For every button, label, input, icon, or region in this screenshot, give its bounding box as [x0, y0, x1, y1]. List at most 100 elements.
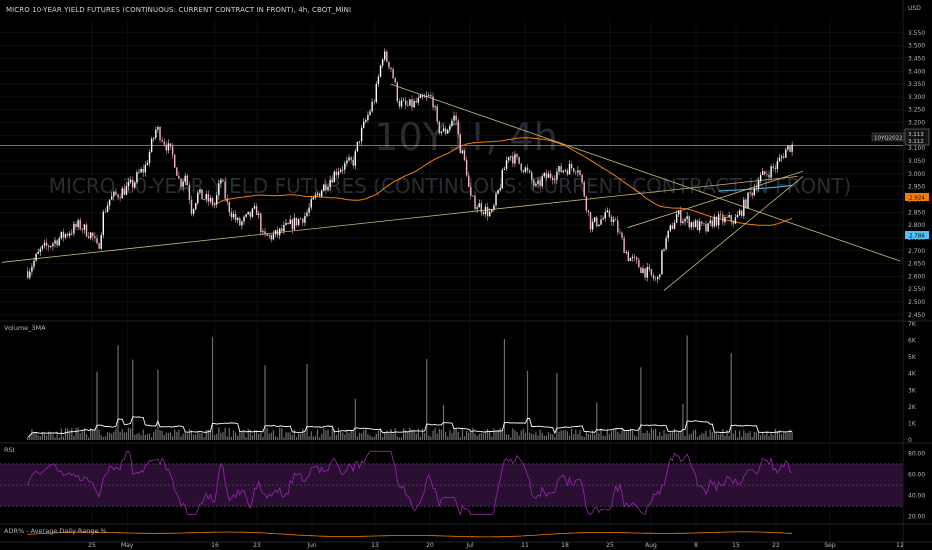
candle[interactable] [476, 204, 478, 213]
candle[interactable] [29, 268, 31, 281]
candle[interactable] [192, 208, 195, 217]
candle[interactable] [688, 215, 690, 230]
candle[interactable] [159, 125, 161, 143]
candle[interactable] [331, 175, 333, 184]
candle[interactable] [377, 74, 380, 87]
candle[interactable] [612, 216, 615, 226]
candle[interactable] [562, 170, 564, 174]
candle[interactable] [785, 147, 787, 158]
candle[interactable] [285, 219, 287, 226]
candle[interactable] [27, 267, 29, 280]
candle[interactable] [81, 227, 84, 234]
candle[interactable] [228, 200, 231, 217]
candle[interactable] [203, 198, 205, 201]
candle[interactable] [384, 48, 386, 62]
candle[interactable] [312, 196, 315, 200]
candle[interactable] [253, 202, 256, 210]
candle[interactable] [41, 245, 44, 252]
candle[interactable] [627, 249, 630, 262]
candle[interactable] [495, 191, 497, 208]
candle[interactable] [100, 232, 102, 250]
candle[interactable] [528, 169, 531, 174]
candle[interactable] [705, 220, 707, 235]
candle[interactable] [386, 49, 388, 63]
candle[interactable] [148, 149, 151, 167]
candle[interactable] [726, 214, 728, 219]
candle[interactable] [463, 149, 466, 162]
candle[interactable] [465, 156, 468, 177]
candle[interactable] [669, 223, 672, 233]
candle[interactable] [749, 191, 751, 198]
candle[interactable] [644, 268, 646, 281]
candle[interactable] [461, 149, 464, 155]
candle[interactable] [54, 237, 56, 248]
candle[interactable] [367, 111, 369, 123]
candle[interactable] [43, 239, 46, 249]
candle[interactable] [516, 153, 518, 161]
candle[interactable] [180, 177, 182, 190]
candle[interactable] [190, 195, 193, 217]
candle[interactable] [113, 190, 115, 201]
candle[interactable] [434, 104, 436, 111]
candle[interactable] [696, 219, 699, 231]
candle[interactable] [136, 169, 138, 184]
candle[interactable] [281, 224, 283, 233]
candle[interactable] [85, 222, 88, 238]
candle[interactable] [379, 64, 382, 78]
candle[interactable] [558, 165, 560, 176]
candle[interactable] [396, 81, 399, 104]
candle[interactable] [734, 213, 737, 225]
candle[interactable] [96, 234, 98, 245]
candle[interactable] [209, 195, 212, 205]
candle[interactable] [375, 81, 378, 104]
candle[interactable] [56, 239, 58, 249]
candle[interactable] [430, 92, 432, 99]
candle[interactable] [751, 191, 753, 200]
candle[interactable] [108, 199, 111, 210]
candle[interactable] [60, 231, 63, 240]
candle[interactable] [321, 189, 323, 198]
candle[interactable] [415, 97, 417, 104]
candle[interactable] [174, 154, 176, 168]
trendline-wedge-lower[interactable] [663, 176, 804, 291]
candle[interactable] [678, 209, 680, 218]
candle[interactable] [111, 192, 113, 200]
candle[interactable] [547, 170, 550, 178]
candle[interactable] [98, 242, 100, 250]
candle[interactable] [757, 177, 760, 193]
candle[interactable] [755, 184, 758, 192]
candle[interactable] [659, 274, 661, 281]
adr-pane[interactable] [27, 531, 793, 538]
candle[interactable] [342, 165, 344, 174]
candle[interactable] [501, 167, 504, 189]
candle[interactable] [117, 193, 119, 201]
candle[interactable] [493, 203, 495, 212]
volume-pane[interactable] [27, 335, 793, 440]
candle[interactable] [419, 93, 422, 99]
candle[interactable] [169, 143, 172, 150]
candle[interactable] [503, 166, 506, 171]
candle[interactable] [457, 118, 459, 138]
candle[interactable] [533, 177, 535, 190]
candle[interactable] [381, 58, 384, 69]
candle[interactable] [568, 160, 571, 175]
candle[interactable] [663, 248, 665, 253]
candle[interactable] [260, 212, 262, 236]
candle[interactable] [295, 217, 298, 228]
price-pane[interactable] [0, 48, 903, 291]
candle[interactable] [165, 141, 168, 155]
candle[interactable] [363, 117, 365, 129]
candle[interactable] [709, 216, 711, 227]
trendline-support-long[interactable] [1, 176, 798, 263]
candle[interactable] [711, 218, 714, 229]
candle[interactable] [684, 217, 686, 226]
candle[interactable] [77, 218, 79, 231]
candle[interactable] [402, 97, 405, 102]
candle[interactable] [405, 97, 407, 110]
candle[interactable] [39, 246, 42, 257]
candle[interactable] [146, 160, 149, 166]
candle[interactable] [132, 176, 134, 192]
candle[interactable] [48, 244, 50, 251]
candle[interactable] [94, 232, 96, 243]
candle[interactable] [350, 155, 352, 164]
